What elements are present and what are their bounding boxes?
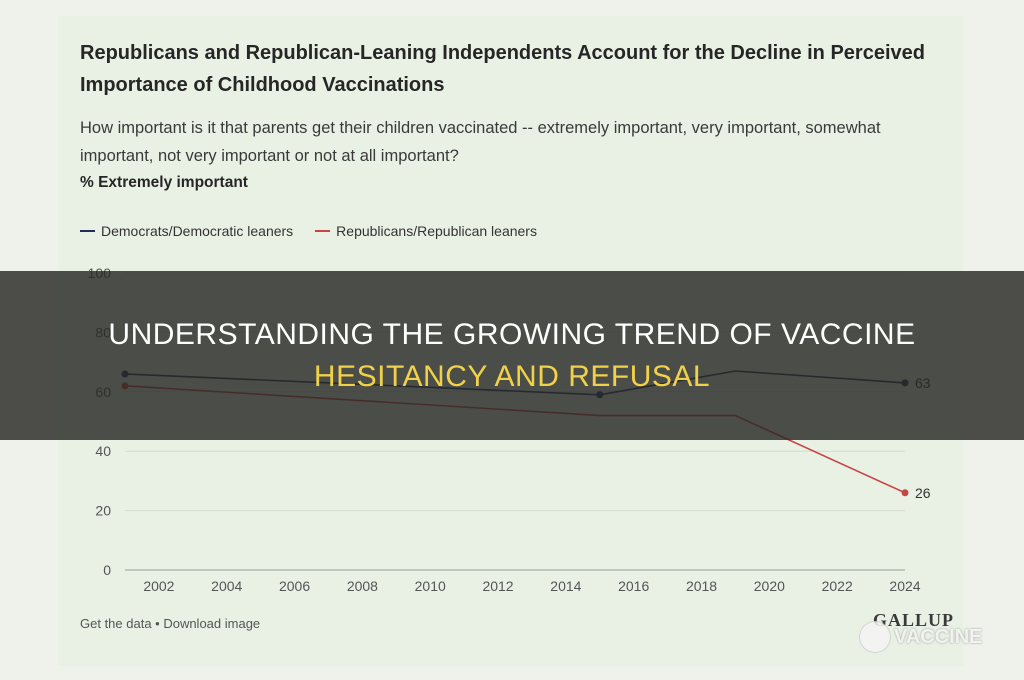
legend: Democrats/Democratic leaners Republicans… — [80, 223, 537, 239]
title-banner: UNDERSTANDING THE GROWING TREND OF VACCI… — [0, 271, 1024, 440]
site-watermark: VACCINE — [860, 612, 1010, 662]
x-tick-label: 2008 — [347, 578, 378, 594]
x-tick-label: 2004 — [211, 578, 242, 594]
x-tick-label: 2022 — [822, 578, 853, 594]
data-point — [901, 489, 909, 497]
x-tick-label: 2006 — [279, 578, 310, 594]
legend-swatch-republicans — [315, 230, 331, 232]
banner-title-line2: HESITANCY AND REFUSAL — [313, 359, 711, 393]
y-tick-label: 40 — [95, 443, 111, 459]
x-tick-label: 2018 — [686, 578, 717, 594]
measure-label: % Extremely important — [80, 174, 248, 191]
x-tick-label: 2024 — [889, 578, 920, 594]
legend-label-democrats: Democrats/Democratic leaners — [101, 223, 294, 239]
y-tick-label: 20 — [95, 503, 111, 519]
chart-title: Republicans and Republican-Leaning Indep… — [80, 42, 925, 96]
y-tick-label: 0 — [103, 562, 111, 578]
legend-item-republicans: Republicans/Republican leaners — [315, 223, 537, 239]
banner-title: UNDERSTANDING THE GROWING TREND OF VACCI… — [108, 314, 915, 398]
survey-question: How important is it that parents get the… — [80, 119, 881, 165]
legend-swatch-democrats — [80, 230, 95, 232]
gallup-logo: GALLUP — [873, 610, 955, 630]
x-tick-label: 2010 — [415, 578, 446, 594]
chat-bubble-icon — [860, 622, 890, 652]
footer-links[interactable]: Get the data • Download image — [80, 616, 261, 631]
x-tick-label: 2012 — [482, 578, 513, 594]
legend-label-republicans: Republicans/Republican leaners — [336, 223, 537, 239]
x-tick-label: 2014 — [550, 578, 581, 594]
banner-title-line1: UNDERSTANDING THE GROWING TREND OF VACCI… — [108, 317, 916, 351]
x-tick-label: 2016 — [618, 578, 649, 594]
x-tick-label: 2002 — [143, 578, 174, 594]
x-tick-label: 2020 — [754, 578, 785, 594]
legend-item-democrats: Democrats/Democratic leaners — [80, 223, 293, 239]
end-value-label: 26 — [915, 485, 931, 501]
watermark-text: VACCINE — [894, 625, 983, 648]
